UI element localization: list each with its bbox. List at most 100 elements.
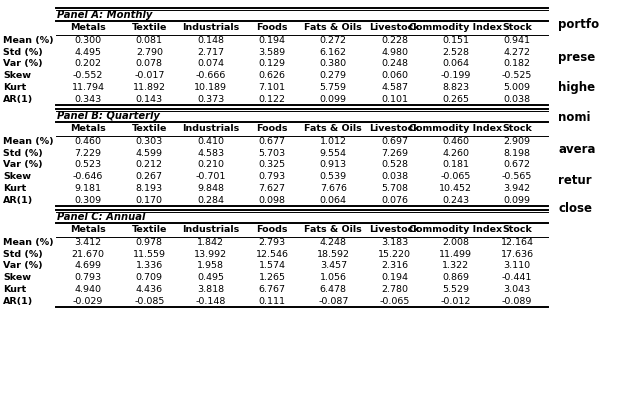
Text: 0.099: 0.099 <box>504 196 531 204</box>
Text: 0.279: 0.279 <box>319 71 347 80</box>
Text: 0.064: 0.064 <box>319 196 347 204</box>
Text: 2.790: 2.790 <box>136 48 163 57</box>
Text: Std (%): Std (%) <box>3 250 43 259</box>
Text: 2.793: 2.793 <box>258 238 286 247</box>
Text: 5.529: 5.529 <box>442 285 469 294</box>
Text: 0.793: 0.793 <box>258 172 286 181</box>
Text: 0.038: 0.038 <box>381 172 408 181</box>
Text: 0.122: 0.122 <box>258 95 286 103</box>
Text: 0.793: 0.793 <box>74 273 102 282</box>
Text: 0.202: 0.202 <box>74 59 102 68</box>
Text: 0.325: 0.325 <box>258 160 286 169</box>
Text: 0.284: 0.284 <box>197 196 224 204</box>
Text: 0.373: 0.373 <box>197 95 224 103</box>
Text: 1.958: 1.958 <box>197 261 224 270</box>
Text: Kurt: Kurt <box>3 83 26 92</box>
Text: 0.941: 0.941 <box>504 36 531 45</box>
Text: 1.336: 1.336 <box>136 261 163 270</box>
Text: 0.626: 0.626 <box>258 71 286 80</box>
Text: 6.767: 6.767 <box>258 285 286 294</box>
Text: Mean (%): Mean (%) <box>3 36 54 45</box>
Text: 0.248: 0.248 <box>381 59 408 68</box>
Text: 0.309: 0.309 <box>74 196 102 204</box>
Text: Fats & Oils: Fats & Oils <box>305 225 362 234</box>
Text: 2.909: 2.909 <box>504 137 531 146</box>
Text: 0.143: 0.143 <box>136 95 163 103</box>
Text: Stock: Stock <box>502 124 532 133</box>
Text: Skew: Skew <box>3 172 31 181</box>
Text: 0.060: 0.060 <box>381 71 408 80</box>
Text: 10.189: 10.189 <box>194 83 227 92</box>
Text: 15.220: 15.220 <box>378 250 411 259</box>
Text: Foods: Foods <box>256 23 288 32</box>
Text: 0.148: 0.148 <box>197 36 224 45</box>
Text: Panel B: Quarterly: Panel B: Quarterly <box>57 111 160 121</box>
Text: 11.559: 11.559 <box>133 250 166 259</box>
Text: 0.182: 0.182 <box>504 59 531 68</box>
Text: 0.410: 0.410 <box>197 137 224 146</box>
Text: Mean (%): Mean (%) <box>3 137 54 146</box>
Text: -0.029: -0.029 <box>73 297 103 305</box>
Text: 8.193: 8.193 <box>136 184 163 193</box>
Text: Mean (%): Mean (%) <box>3 238 54 247</box>
Text: 0.539: 0.539 <box>319 172 347 181</box>
Text: 6.162: 6.162 <box>319 48 347 57</box>
Text: 7.676: 7.676 <box>319 184 347 193</box>
Text: 0.129: 0.129 <box>258 59 286 68</box>
Text: 12.164: 12.164 <box>500 238 534 247</box>
Text: 11.892: 11.892 <box>133 83 166 92</box>
Text: Livestock: Livestock <box>369 225 420 234</box>
Text: 3.183: 3.183 <box>381 238 408 247</box>
Text: 3.942: 3.942 <box>504 184 531 193</box>
Text: Metals: Metals <box>70 23 106 32</box>
Text: 17.636: 17.636 <box>500 250 534 259</box>
Text: 4.248: 4.248 <box>319 238 347 247</box>
Text: 4.495: 4.495 <box>74 48 102 57</box>
Text: -0.666: -0.666 <box>195 71 226 80</box>
Text: -0.525: -0.525 <box>502 71 532 80</box>
Text: 0.460: 0.460 <box>74 137 102 146</box>
Text: avera: avera <box>558 143 596 156</box>
Text: 7.627: 7.627 <box>258 184 286 193</box>
Text: Stock: Stock <box>502 225 532 234</box>
Text: AR(1): AR(1) <box>3 297 33 305</box>
Text: close: close <box>558 202 592 215</box>
Text: 2.528: 2.528 <box>442 48 469 57</box>
Text: 0.098: 0.098 <box>258 196 286 204</box>
Text: 18.592: 18.592 <box>317 250 350 259</box>
Text: 13.992: 13.992 <box>194 250 227 259</box>
Text: 2.780: 2.780 <box>381 285 408 294</box>
Text: 4.599: 4.599 <box>136 149 163 158</box>
Text: 0.194: 0.194 <box>381 273 408 282</box>
Text: 1.842: 1.842 <box>197 238 224 247</box>
Text: Stock: Stock <box>502 23 532 32</box>
Text: -0.065: -0.065 <box>379 297 410 305</box>
Text: 0.300: 0.300 <box>74 36 102 45</box>
Text: 3.412: 3.412 <box>74 238 102 247</box>
Text: 11.794: 11.794 <box>72 83 105 92</box>
Text: -0.065: -0.065 <box>441 172 471 181</box>
Text: -0.087: -0.087 <box>318 297 348 305</box>
Text: 7.101: 7.101 <box>258 83 286 92</box>
Text: 1.056: 1.056 <box>319 273 347 282</box>
Text: 0.677: 0.677 <box>258 137 286 146</box>
Text: 0.697: 0.697 <box>381 137 408 146</box>
Text: 3.110: 3.110 <box>504 261 531 270</box>
Text: 0.303: 0.303 <box>136 137 163 146</box>
Text: 0.170: 0.170 <box>136 196 163 204</box>
Text: 8.823: 8.823 <box>442 83 469 92</box>
Text: Commodity Index: Commodity Index <box>409 225 502 234</box>
Text: 2.316: 2.316 <box>381 261 408 270</box>
Text: 0.672: 0.672 <box>504 160 531 169</box>
Text: 0.267: 0.267 <box>136 172 163 181</box>
Text: 1.574: 1.574 <box>258 261 286 270</box>
Text: 0.869: 0.869 <box>442 273 469 282</box>
Text: -0.565: -0.565 <box>502 172 532 181</box>
Text: retur: retur <box>558 174 592 187</box>
Text: 0.272: 0.272 <box>319 36 347 45</box>
Text: Kurt: Kurt <box>3 184 26 193</box>
Text: 4.699: 4.699 <box>74 261 102 270</box>
Text: Industrials: Industrials <box>182 124 239 133</box>
Text: 1.012: 1.012 <box>319 137 347 146</box>
Text: 3.589: 3.589 <box>258 48 286 57</box>
